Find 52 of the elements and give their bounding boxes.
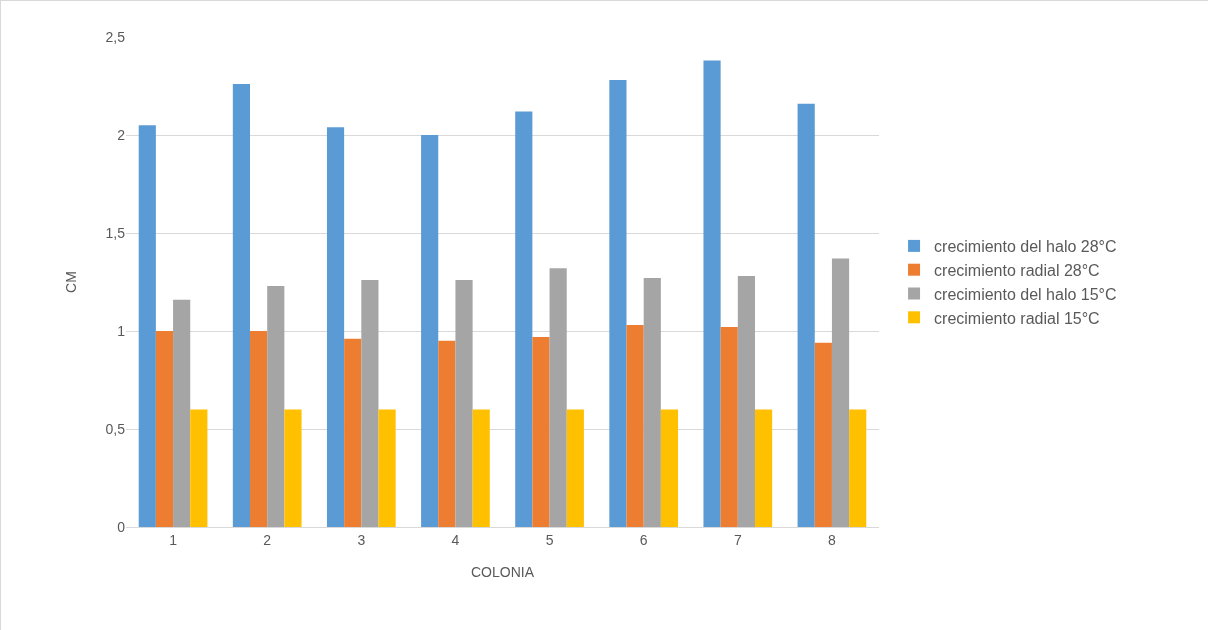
bar	[173, 299, 191, 527]
bar	[421, 135, 439, 527]
bar	[754, 409, 773, 527]
bar	[737, 276, 755, 527]
bar	[284, 409, 302, 527]
y-tick-label: 2,5	[105, 28, 126, 45]
bar	[250, 331, 268, 527]
bar	[361, 280, 379, 527]
legend-label: crecimiento del halo 15°C	[934, 285, 1117, 303]
bar	[720, 327, 738, 527]
bar	[326, 127, 345, 527]
bar	[438, 340, 456, 527]
y-tick-label: 1,5	[105, 224, 126, 241]
y-tick-label: 2	[117, 126, 126, 143]
bar	[849, 409, 867, 527]
bar	[455, 280, 473, 527]
bar	[155, 331, 174, 527]
x-tick-label: 7	[733, 531, 742, 548]
y-tick-label: 0	[117, 518, 126, 535]
y-tick-label: 1	[117, 322, 126, 339]
bar	[549, 268, 567, 527]
bar	[515, 111, 533, 527]
x-tick-label: 6	[639, 531, 648, 548]
bar	[472, 409, 490, 527]
y-axis-title: CM	[63, 271, 80, 293]
x-tick-label: 8	[828, 531, 837, 548]
legend-label: crecimiento radial 15°C	[934, 309, 1100, 327]
x-tick-label: 1	[169, 531, 178, 548]
legend-label: crecimiento del halo 28°C	[934, 238, 1117, 256]
bar	[190, 409, 208, 527]
bar	[138, 125, 156, 527]
bar	[643, 278, 661, 527]
bar	[532, 336, 550, 527]
bar	[703, 60, 721, 527]
bar	[344, 338, 362, 527]
bar	[609, 80, 627, 527]
legend-label: crecimiento radial 28°C	[934, 261, 1100, 279]
x-tick-label: 5	[545, 531, 554, 548]
bar	[660, 409, 679, 527]
bar	[626, 325, 644, 527]
bar	[232, 84, 251, 527]
bar	[831, 258, 850, 527]
bar	[797, 103, 815, 527]
x-tick-label: 2	[263, 531, 272, 548]
x-tick-label: 4	[451, 531, 460, 548]
bar	[566, 409, 584, 527]
x-tick-label: 3	[357, 531, 366, 548]
bar	[814, 342, 832, 527]
bar	[267, 285, 285, 527]
bar	[378, 409, 396, 527]
x-axis-title: COLONIA	[470, 564, 535, 581]
y-tick-label: 0,5	[105, 420, 126, 437]
